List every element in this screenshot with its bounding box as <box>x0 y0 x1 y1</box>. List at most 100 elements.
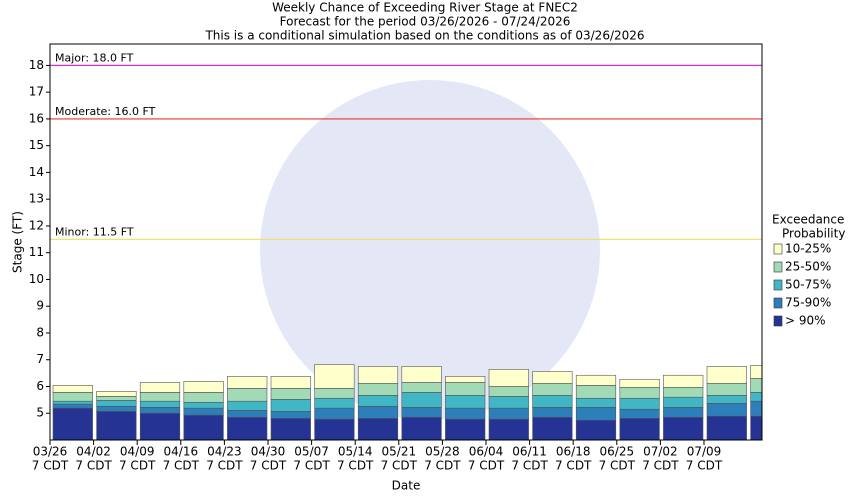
legend-label: 10-25% <box>785 242 831 256</box>
bar-segment <box>488 396 529 409</box>
y-tick-label: 5 <box>36 406 44 420</box>
bar-segment <box>445 376 486 383</box>
y-tick-label: 8 <box>36 325 44 339</box>
y-tick-label: 17 <box>29 85 44 99</box>
bar-segment <box>575 374 617 386</box>
bar-segment <box>52 403 93 409</box>
bar-segment <box>488 369 529 387</box>
bar-segment <box>401 366 442 383</box>
bar-segment <box>357 366 399 384</box>
x-tick-sublabel: 7 CDT <box>686 459 723 473</box>
bar-segment <box>750 378 762 393</box>
plot-area <box>52 364 762 440</box>
bar-segment <box>619 386 660 399</box>
bar-segment <box>357 395 399 407</box>
bar-segment <box>401 392 442 408</box>
x-tick-label: 06/11 <box>512 445 547 459</box>
x-tick-sublabel: 7 CDT <box>599 459 636 473</box>
bar-segment <box>183 407 224 416</box>
bar-segment <box>619 378 660 388</box>
bar-segment <box>401 416 442 440</box>
bar-segment <box>139 407 181 414</box>
legend-swatch <box>773 243 783 255</box>
bar-segment <box>52 392 93 402</box>
x-tick-sublabel: 7 CDT <box>250 459 287 473</box>
bar-segment <box>750 400 762 417</box>
bar-segment <box>706 403 747 417</box>
bar-segment <box>706 366 747 384</box>
bar-segment <box>270 388 311 400</box>
x-tick-sublabel: 7 CDT <box>32 459 69 473</box>
bar-segment <box>96 400 137 407</box>
bar-segment <box>227 376 268 389</box>
bar-segment <box>357 405 399 419</box>
bar-segment <box>183 381 224 393</box>
y-tick-label: 16 <box>29 111 44 125</box>
x-tick-label: 05/14 <box>338 445 373 459</box>
bar-segment <box>227 416 268 440</box>
bar-segment <box>139 400 181 408</box>
bar-segment <box>575 407 617 421</box>
legend-swatch <box>773 279 783 291</box>
y-tick-label: 18 <box>29 58 44 72</box>
x-tick-label: 03/26 <box>33 445 68 459</box>
bar-segment <box>488 386 529 397</box>
y-tick-label: 7 <box>36 352 44 366</box>
bar-segment <box>401 382 442 393</box>
x-tick-sublabel: 7 CDT <box>119 459 156 473</box>
legend-label: 25-50% <box>785 260 831 274</box>
x-tick-label: 06/18 <box>556 445 591 459</box>
bar-segment <box>227 409 268 418</box>
x-axis-label: Date <box>392 479 421 493</box>
threshold-label: Moderate: 16.0 FT <box>55 105 156 118</box>
x-tick-label: 05/28 <box>425 445 460 459</box>
bar-segment <box>314 418 355 440</box>
bar-segment <box>663 407 704 418</box>
y-axis-label: Stage (FT) <box>11 211 25 273</box>
bar-segment <box>314 364 355 389</box>
chart-title: Weekly Chance of Exceeding River Stage a… <box>272 1 578 15</box>
x-tick-sublabel: 7 CDT <box>163 459 200 473</box>
bar-segment <box>445 418 486 440</box>
bar-segment <box>532 395 573 408</box>
x-tick-sublabel: 7 CDT <box>555 459 592 473</box>
bar-segment <box>96 411 137 440</box>
x-tick-sublabel: 7 CDT <box>293 459 330 473</box>
bar-segment <box>488 407 529 420</box>
bar-segment <box>314 397 355 409</box>
bar-segment <box>96 405 137 412</box>
x-tick-label: 06/04 <box>469 445 504 459</box>
bar-segment <box>619 397 660 410</box>
x-tick-label: 04/09 <box>120 445 155 459</box>
x-tick-sublabel: 7 CDT <box>206 459 243 473</box>
legend-label: 50-75% <box>785 278 831 292</box>
y-tick-label: 10 <box>29 272 44 286</box>
bar-segment <box>52 407 93 440</box>
bar-segment <box>270 399 311 412</box>
x-tick-label: 04/23 <box>207 445 242 459</box>
y-tick-label: 9 <box>36 299 44 313</box>
legend-swatch <box>773 261 783 273</box>
bar-segment <box>750 415 762 440</box>
bar-segment <box>663 396 704 408</box>
bar-segment <box>575 385 617 399</box>
y-tick-label: 11 <box>29 245 44 259</box>
bar-segment <box>445 382 486 396</box>
bar-segment <box>139 412 181 440</box>
bar-segment <box>139 392 181 402</box>
x-tick-sublabel: 7 CDT <box>642 459 679 473</box>
x-tick-label: 04/30 <box>251 445 286 459</box>
bar-segment <box>575 397 617 408</box>
x-tick-label: 04/16 <box>164 445 199 459</box>
bar-segment <box>139 382 181 393</box>
bar-segment <box>227 400 268 411</box>
bar-segment <box>750 365 762 379</box>
bar-segment <box>183 414 224 440</box>
bar-segment <box>96 396 137 401</box>
bar-segment <box>488 418 529 440</box>
bar-segment <box>532 382 573 396</box>
x-tick-label: 07/09 <box>687 445 722 459</box>
plot-frame <box>49 43 763 441</box>
bar-segment <box>270 418 311 440</box>
y-tick-label: 6 <box>36 379 44 393</box>
